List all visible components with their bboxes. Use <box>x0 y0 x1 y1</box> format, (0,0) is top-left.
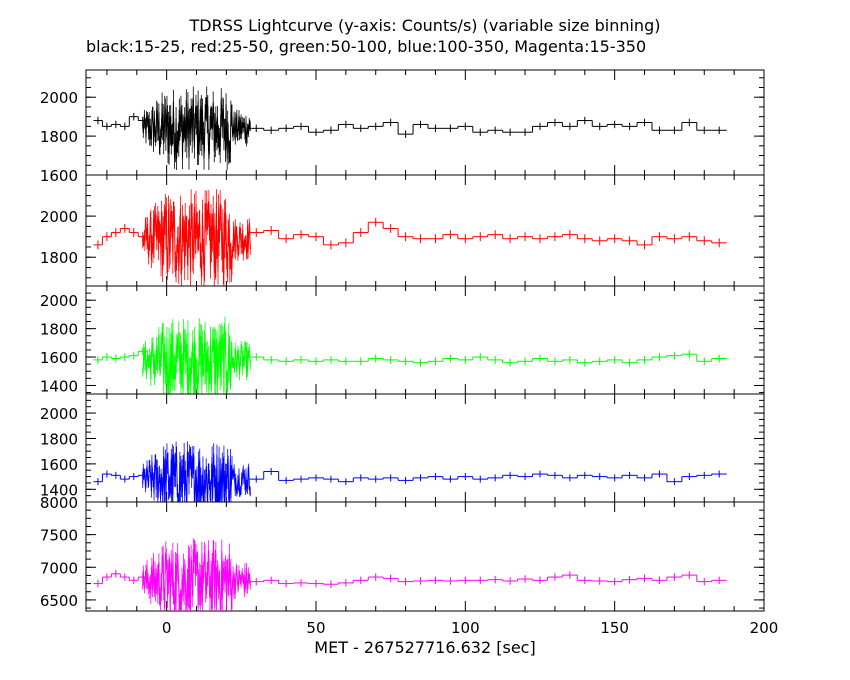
burst-series-red <box>142 202 251 276</box>
ytick-label-black: 1600 <box>40 167 78 185</box>
ytick-label-blue: 1600 <box>40 456 78 474</box>
burst-series-black <box>142 97 251 160</box>
ytick-label-blue: 1800 <box>40 430 78 448</box>
ytick-label-green: 1400 <box>40 377 78 395</box>
chart-subtitle: black:15-25, red:25-50, green:50-100, bl… <box>86 37 647 56</box>
burst-series-magenta <box>142 549 251 611</box>
xtick-label: 200 <box>750 619 779 637</box>
xtick-label: 150 <box>600 619 629 637</box>
panel-frame-magenta <box>85 501 765 612</box>
chart-title: TDRSS Lightcurve (y-axis: Counts/s) (var… <box>189 16 661 35</box>
ytick-label-blue: 1400 <box>40 481 78 499</box>
burst-series-blue <box>142 451 251 503</box>
ytick-label-blue: 2000 <box>40 405 78 423</box>
ytick-label-magenta: 7500 <box>40 527 78 545</box>
ytick-label-green: 2000 <box>40 292 78 310</box>
ytick-label-magenta: 7000 <box>40 559 78 577</box>
ytick-label-magenta: 8000 <box>40 494 78 512</box>
burst-series-green <box>142 328 251 393</box>
ytick-label-black: 1800 <box>40 128 78 146</box>
xtick-label: 0 <box>162 619 172 637</box>
x-axis-label: MET - 267527716.632 [sec] <box>314 638 536 657</box>
ytick-label-red: 2000 <box>40 208 78 226</box>
ytick-label-black: 2000 <box>40 89 78 107</box>
ytick-label-magenta: 6500 <box>40 592 78 610</box>
ytick-label-green: 1800 <box>40 321 78 339</box>
ytick-label-red: 1800 <box>40 249 78 267</box>
ytick-label-green: 1600 <box>40 349 78 367</box>
xtick-label: 50 <box>306 619 325 637</box>
xtick-label: 100 <box>451 619 480 637</box>
